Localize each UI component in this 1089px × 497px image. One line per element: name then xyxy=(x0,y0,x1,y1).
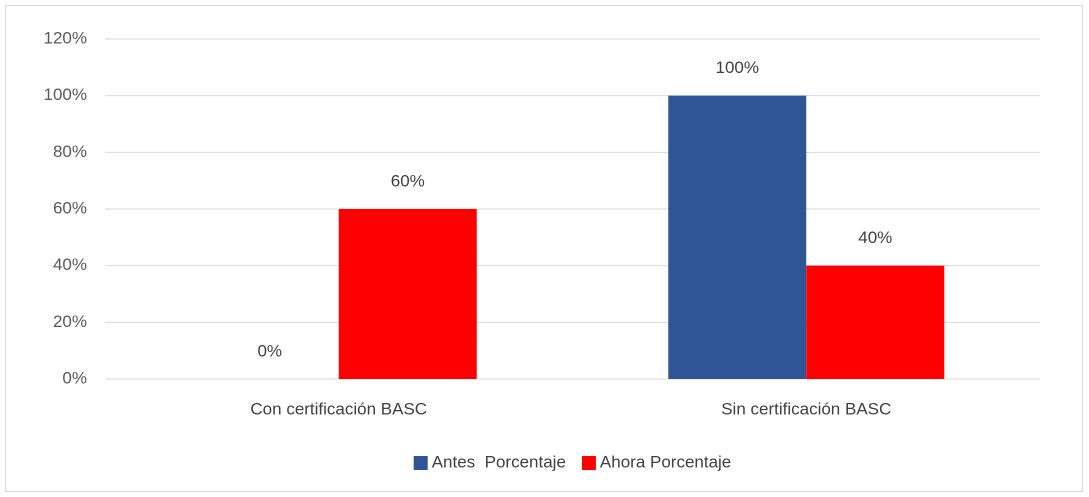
bar xyxy=(668,95,807,380)
y-tick-label: 120% xyxy=(44,28,87,47)
y-tick-label: 100% xyxy=(44,85,87,104)
legend-swatch xyxy=(581,456,596,470)
data-label: 0% xyxy=(257,341,282,360)
y-tick-label: 0% xyxy=(62,368,87,387)
y-tick-label: 80% xyxy=(53,142,87,161)
legend-label: Ahora Porcentaje xyxy=(600,452,731,471)
legend-swatch xyxy=(413,456,428,470)
bar xyxy=(806,265,945,379)
data-label: 60% xyxy=(391,171,425,190)
chart-frame xyxy=(5,5,1083,492)
legend-label: Antes Porcentaje xyxy=(432,452,566,471)
data-label: 100% xyxy=(716,58,759,77)
x-tick-label: Sin certificación BASC xyxy=(721,399,891,418)
bar xyxy=(338,209,477,379)
x-tick-label: Con certificación BASC xyxy=(250,399,427,418)
y-tick-label: 60% xyxy=(53,198,87,217)
y-tick-label: 20% xyxy=(53,312,87,331)
data-label: 40% xyxy=(858,228,892,247)
y-tick-label: 40% xyxy=(53,255,87,274)
